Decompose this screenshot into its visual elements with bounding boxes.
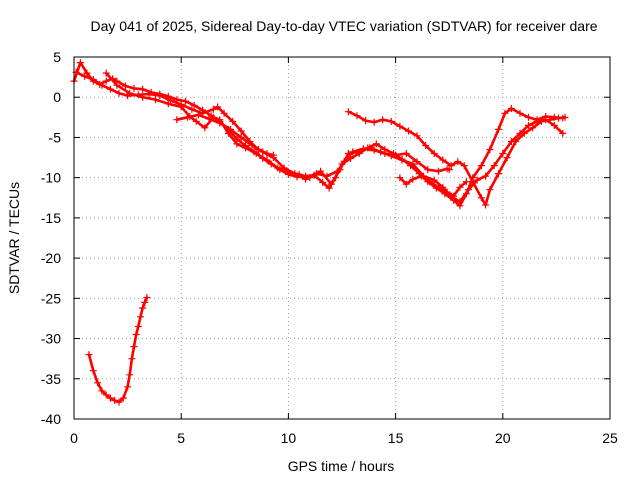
series-line	[398, 174, 468, 198]
series-5	[344, 108, 569, 209]
series-point-markers	[102, 69, 567, 206]
data-series	[70, 59, 569, 406]
series-4	[173, 111, 453, 183]
series-point-markers	[173, 111, 453, 183]
x-tick-label: 15	[388, 430, 404, 446]
series-7	[85, 294, 151, 406]
x-tick-label: 5	[177, 430, 185, 446]
series-point-markers	[344, 108, 569, 209]
y-tick-label: -10	[41, 170, 61, 186]
y-axis-label: SDTVAR / TECUs	[6, 182, 22, 294]
series-line	[87, 296, 149, 404]
chart-title: Day 041 of 2025, Sidereal Day-to-day VTE…	[90, 18, 597, 34]
grid-lines	[74, 57, 610, 419]
series-line	[347, 110, 567, 207]
plot-frame	[73, 56, 611, 420]
y-tick-label: -5	[49, 129, 62, 145]
series-6	[396, 172, 470, 200]
y-tick-label: 5	[53, 49, 61, 65]
y-tick-label: -35	[41, 371, 61, 387]
y-tick-label: -30	[41, 331, 61, 347]
y-tick-label: -15	[41, 210, 61, 226]
series-point-markers	[396, 172, 470, 200]
series-line	[72, 61, 565, 208]
y-tick-label: -40	[41, 411, 61, 427]
x-tick-label: 10	[281, 430, 297, 446]
y-tick-label: -20	[41, 250, 61, 266]
y-tick-label: -25	[41, 290, 61, 306]
series-line	[175, 113, 451, 181]
x-tick-label: 20	[495, 430, 511, 446]
y-tick-label: 0	[53, 89, 61, 105]
series-point-markers	[85, 294, 151, 406]
x-tick-label: 0	[70, 430, 78, 446]
x-axis-label: GPS time / hours	[288, 458, 395, 474]
x-tick-label: 25	[602, 430, 618, 446]
